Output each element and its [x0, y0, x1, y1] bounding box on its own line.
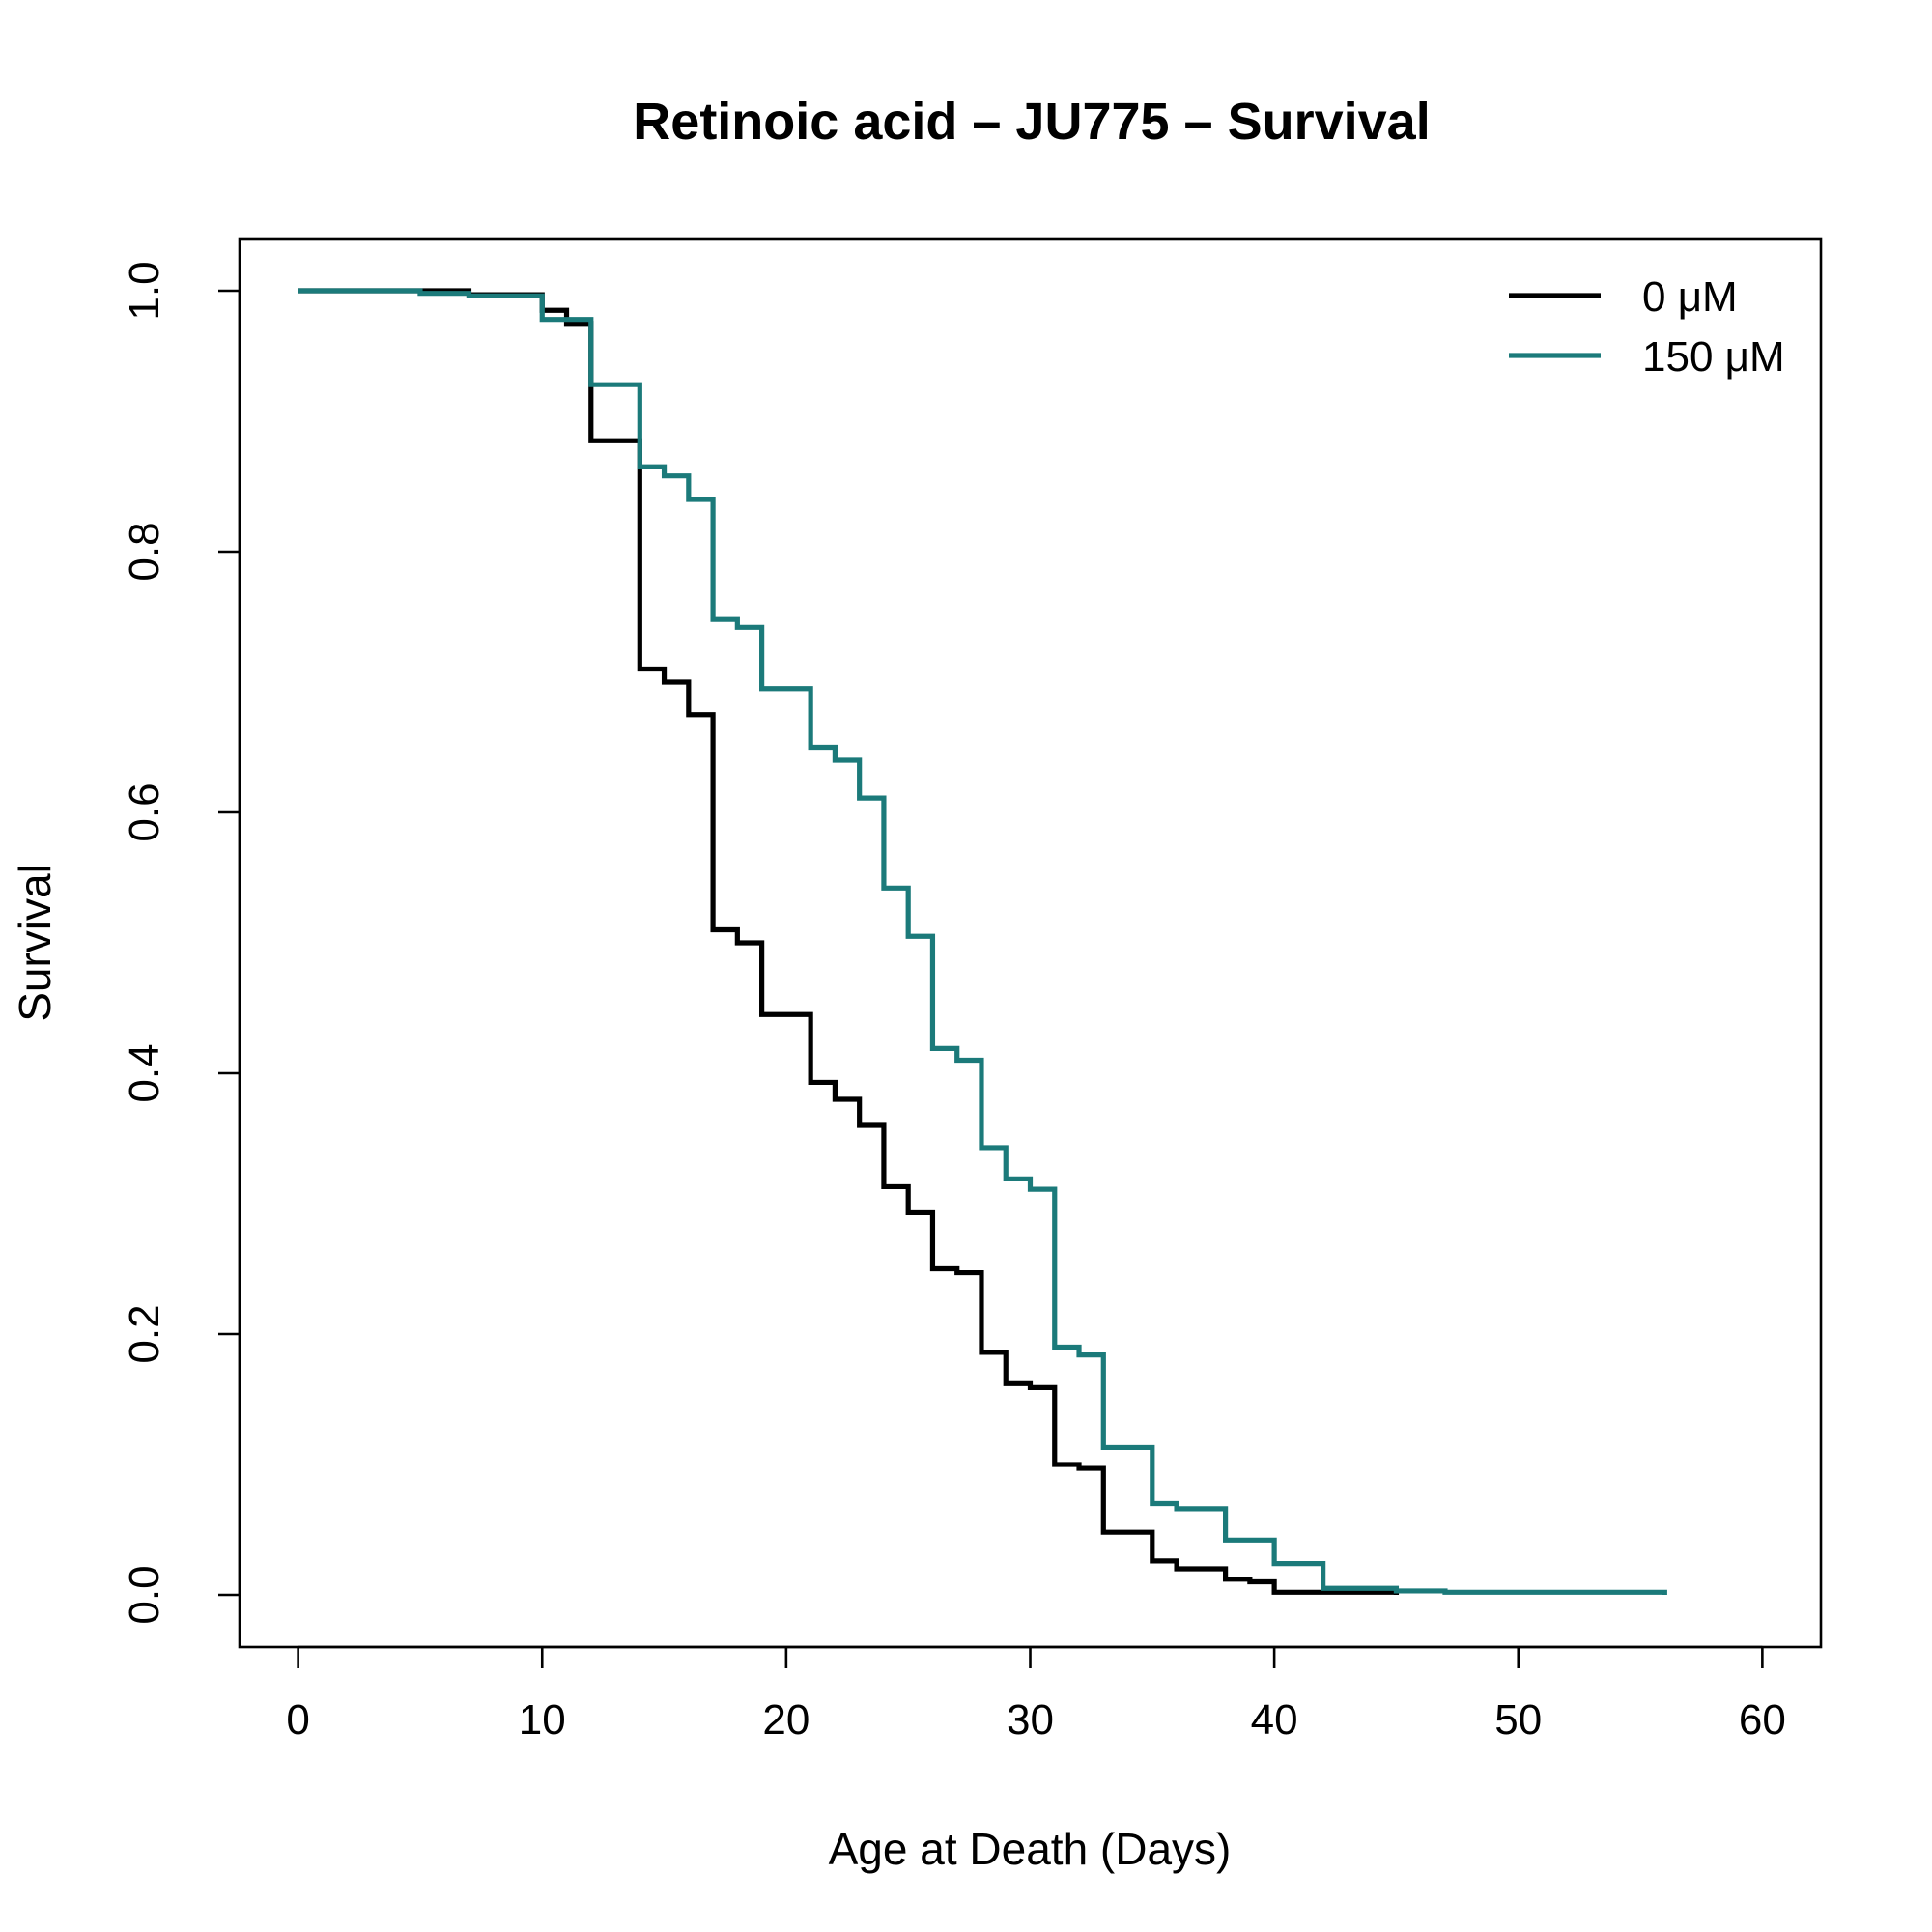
y-tick-label: 0.8: [121, 522, 168, 581]
legend-label: 150 μM: [1642, 333, 1785, 381]
chart-title: Retinoic acid – JU775 – Survival: [633, 93, 1430, 151]
x-tick-label: 10: [519, 1696, 566, 1744]
x-tick-label: 20: [762, 1696, 810, 1744]
legend-label: 0 μM: [1642, 273, 1738, 321]
y-tick-label: 0.6: [121, 782, 168, 841]
x-axis: 0 10 20 30 40 50 60: [286, 1645, 1786, 1744]
series-150uM-line: [298, 288, 1667, 1595]
y-tick-label: 1.0: [121, 261, 168, 320]
x-axis-label: Age at Death (Days): [829, 1824, 1232, 1874]
x-tick-label: 40: [1251, 1696, 1298, 1744]
y-axis: 0.0 0.2 0.4 0.6 0.8 1.0: [121, 261, 242, 1625]
y-axis-label: Survival: [10, 864, 60, 1022]
series-0uM-line: [298, 288, 1400, 1595]
legend: 0 μM 150 μM: [1509, 273, 1785, 381]
x-tick-label: 0: [286, 1696, 309, 1744]
y-tick-label: 0.0: [121, 1565, 168, 1624]
plot-area-border: [238, 237, 1823, 1649]
x-tick-label: 50: [1494, 1696, 1542, 1744]
survival-curves: [298, 288, 1667, 1595]
y-tick-label: 0.4: [121, 1043, 168, 1102]
x-tick-label: 30: [1007, 1696, 1054, 1744]
x-tick-label: 60: [1739, 1696, 1786, 1744]
y-tick-label: 0.2: [121, 1304, 168, 1363]
